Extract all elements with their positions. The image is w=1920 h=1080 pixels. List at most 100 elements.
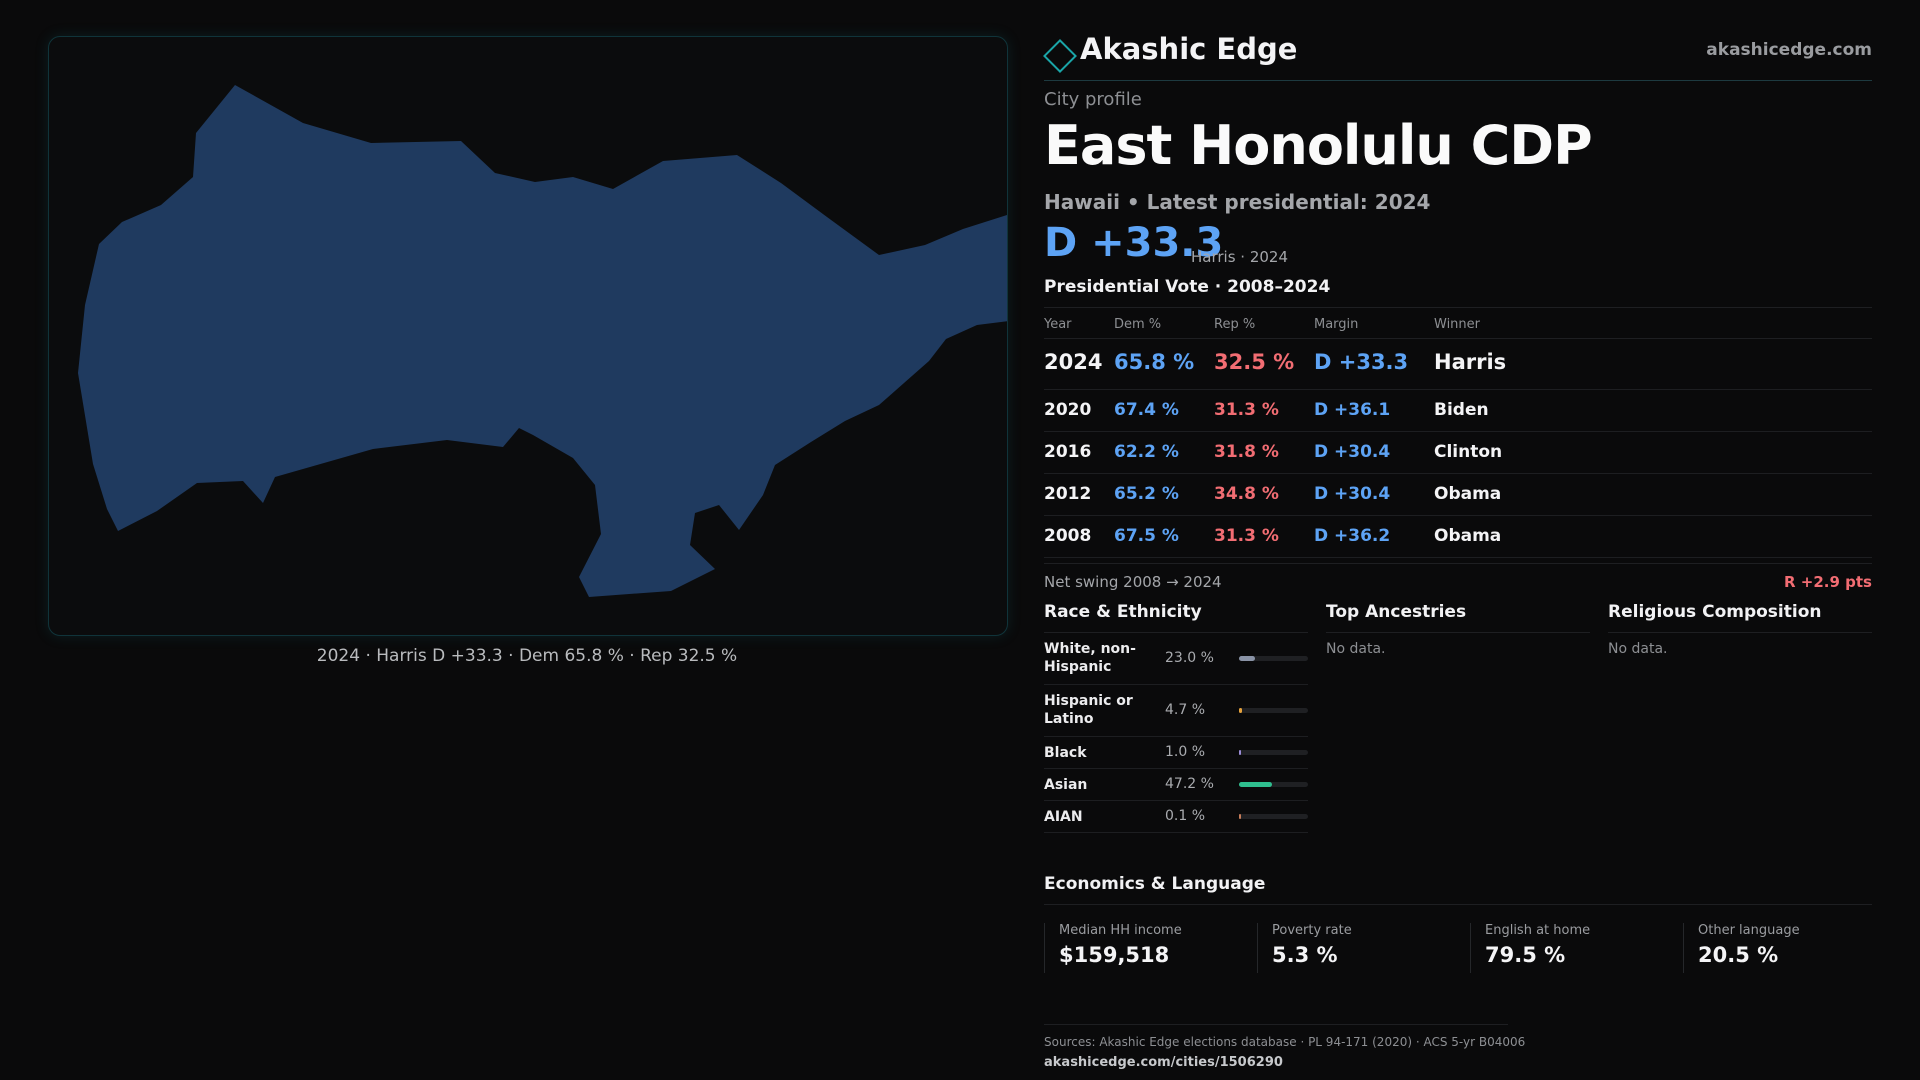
vote-table: Year Dem % Rep % Margin Winner 2024 65.8… xyxy=(1044,307,1872,558)
race-bar-track xyxy=(1239,656,1308,661)
ancestries-empty-text: No data. xyxy=(1326,641,1386,657)
religion-section-title: Religious Composition xyxy=(1608,602,1872,633)
religion-section: Religious Composition No data. xyxy=(1608,602,1872,657)
cell-winner: Obama xyxy=(1434,484,1502,504)
cell-dem: 65.8 % xyxy=(1114,350,1195,374)
cell-year: 2012 xyxy=(1044,484,1092,504)
table-row: 2024 65.8 % 32.5 % D +33.3 Harris xyxy=(1044,339,1872,390)
cell-dem: 67.5 % xyxy=(1114,526,1179,546)
cell-dem: 65.2 % xyxy=(1114,484,1179,504)
column-header: Rep % xyxy=(1214,317,1256,332)
cell-year: 2016 xyxy=(1044,442,1092,462)
cell-margin: D +30.4 xyxy=(1314,484,1391,504)
headline-note: Harris · 2024 xyxy=(1191,248,1289,266)
net-swing-label: Net swing 2008 → 2024 xyxy=(1044,573,1222,591)
race-section: Race & Ethnicity White, non-Hispanic 23.0… xyxy=(1044,602,1308,833)
cell-rep: 31.8 % xyxy=(1214,442,1279,462)
stat-value: 20.5 % xyxy=(1698,943,1779,967)
ancestries-section-title: Top Ancestries xyxy=(1326,602,1590,633)
cell-winner: Obama xyxy=(1434,526,1502,546)
race-row: Asian 47.2 % xyxy=(1044,769,1308,801)
brand-url-link[interactable]: akashicedge.com xyxy=(1706,40,1872,60)
race-row: Hispanic or Latino 4.7 % xyxy=(1044,685,1308,737)
net-swing-value: R +2.9 pts xyxy=(1784,573,1872,591)
cell-dem: 62.2 % xyxy=(1114,442,1179,462)
stat-label: English at home xyxy=(1485,923,1591,938)
footer-url-link[interactable]: akashicedge.com/cities/1506290 xyxy=(1044,1055,1283,1070)
cell-margin: D +33.3 xyxy=(1314,350,1409,374)
diamond-logo-icon xyxy=(1043,39,1077,73)
stat-value: 5.3 % xyxy=(1272,943,1338,967)
city-boundary-map xyxy=(78,85,1007,597)
column-header: Margin xyxy=(1314,317,1359,332)
race-percent: 1.0 % xyxy=(1165,744,1206,760)
stat-label: Median HH income xyxy=(1059,923,1182,938)
race-row: Black 1.0 % xyxy=(1044,737,1308,769)
table-row: 2012 65.2 % 34.8 % D +30.4 Obama xyxy=(1044,474,1872,516)
economics-section-title: Economics & Language xyxy=(1044,874,1872,905)
religion-empty-text: No data. xyxy=(1608,641,1668,657)
stat-card-english: English at home 79.5 % xyxy=(1470,923,1669,973)
cell-rep: 31.3 % xyxy=(1214,526,1279,546)
cell-year: 2024 xyxy=(1044,350,1103,374)
stat-label: Poverty rate xyxy=(1272,923,1352,938)
race-bar-track xyxy=(1239,782,1308,787)
page-footer: Sources: Akashic Edge elections database… xyxy=(1044,1024,1526,1070)
column-header: Year xyxy=(1044,317,1072,332)
stat-value: $159,518 xyxy=(1059,943,1170,967)
race-list: White, non-Hispanic 23.0 % Hispanic or Lat… xyxy=(1044,633,1308,833)
race-percent: 0.1 % xyxy=(1165,808,1206,824)
cell-margin: D +36.1 xyxy=(1314,400,1391,420)
profile-panel: Akashic Edge akashicedge.com City profil… xyxy=(1043,30,1872,1070)
footer-sources: Sources: Akashic Edge elections database… xyxy=(1044,1035,1526,1049)
map-caption: 2024 · Harris D +33.3 · Dem 65.8 % · Rep… xyxy=(316,646,738,666)
vote-table-title: Presidential Vote · 2008–2024 xyxy=(1044,277,1331,297)
race-bar-fill xyxy=(1239,814,1241,819)
race-label: AIAN xyxy=(1044,809,1083,825)
race-label: Hispanic or Latino xyxy=(1044,693,1133,727)
race-label: White, non-Hispanic xyxy=(1044,641,1136,675)
page-eyebrow: City profile xyxy=(1044,89,1142,110)
cell-margin: D +36.2 xyxy=(1314,526,1391,546)
headline-margin: D +33.3 xyxy=(1044,220,1224,266)
table-row: 2008 67.5 % 31.3 % D +36.2 Obama xyxy=(1044,516,1872,558)
cell-rep: 31.3 % xyxy=(1214,400,1279,420)
cell-winner: Harris xyxy=(1434,350,1507,374)
race-bar-fill xyxy=(1239,656,1255,661)
race-percent: 47.2 % xyxy=(1165,776,1214,792)
race-bar-fill xyxy=(1239,708,1243,713)
table-row: 2016 62.2 % 31.8 % D +30.4 Clinton xyxy=(1044,432,1872,474)
race-row: AIAN 0.1 % xyxy=(1044,801,1308,833)
page-subtitle: Hawaii • Latest presidential: 2024 xyxy=(1044,190,1431,214)
column-header: Winner xyxy=(1434,317,1481,332)
cell-margin: D +30.4 xyxy=(1314,442,1391,462)
economics-cards: Median HH income $159,518 Poverty rate 5… xyxy=(1044,923,1872,973)
race-bar-track xyxy=(1239,814,1308,819)
race-bar-fill xyxy=(1239,782,1272,787)
stat-card-poverty: Poverty rate 5.3 % xyxy=(1257,923,1456,973)
cell-winner: Biden xyxy=(1434,400,1489,420)
vote-table-header: Year Dem % Rep % Margin Winner xyxy=(1044,307,1872,339)
race-section-title: Race & Ethnicity xyxy=(1044,602,1308,633)
map-panel[interactable] xyxy=(48,36,1008,636)
cell-winner: Clinton xyxy=(1434,442,1503,462)
table-row: 2020 67.4 % 31.3 % D +36.1 Biden xyxy=(1044,390,1872,432)
net-swing-row: Net swing 2008 → 2024 R +2.9 pts xyxy=(1044,563,1872,592)
race-bar-fill xyxy=(1239,750,1241,755)
race-percent: 4.7 % xyxy=(1165,702,1206,718)
cell-rep: 32.5 % xyxy=(1214,350,1295,374)
page-title: East Honolulu CDP xyxy=(1044,114,1593,177)
brand-name[interactable]: Akashic Edge xyxy=(1080,32,1298,66)
city-boundary-shape[interactable] xyxy=(78,85,1007,597)
race-label: Black xyxy=(1044,745,1087,761)
race-row: White, non-Hispanic 23.0 % xyxy=(1044,633,1308,685)
cell-year: 2020 xyxy=(1044,400,1092,420)
race-bar-track xyxy=(1239,750,1308,755)
stat-card-income: Median HH income $159,518 xyxy=(1044,923,1243,973)
race-label: Asian xyxy=(1044,777,1088,793)
stat-card-other-language: Other language 20.5 % xyxy=(1683,923,1882,973)
race-percent: 23.0 % xyxy=(1165,650,1214,666)
column-header: Dem % xyxy=(1114,317,1162,332)
cell-rep: 34.8 % xyxy=(1214,484,1279,504)
ancestries-section: Top Ancestries No data. xyxy=(1326,602,1590,657)
